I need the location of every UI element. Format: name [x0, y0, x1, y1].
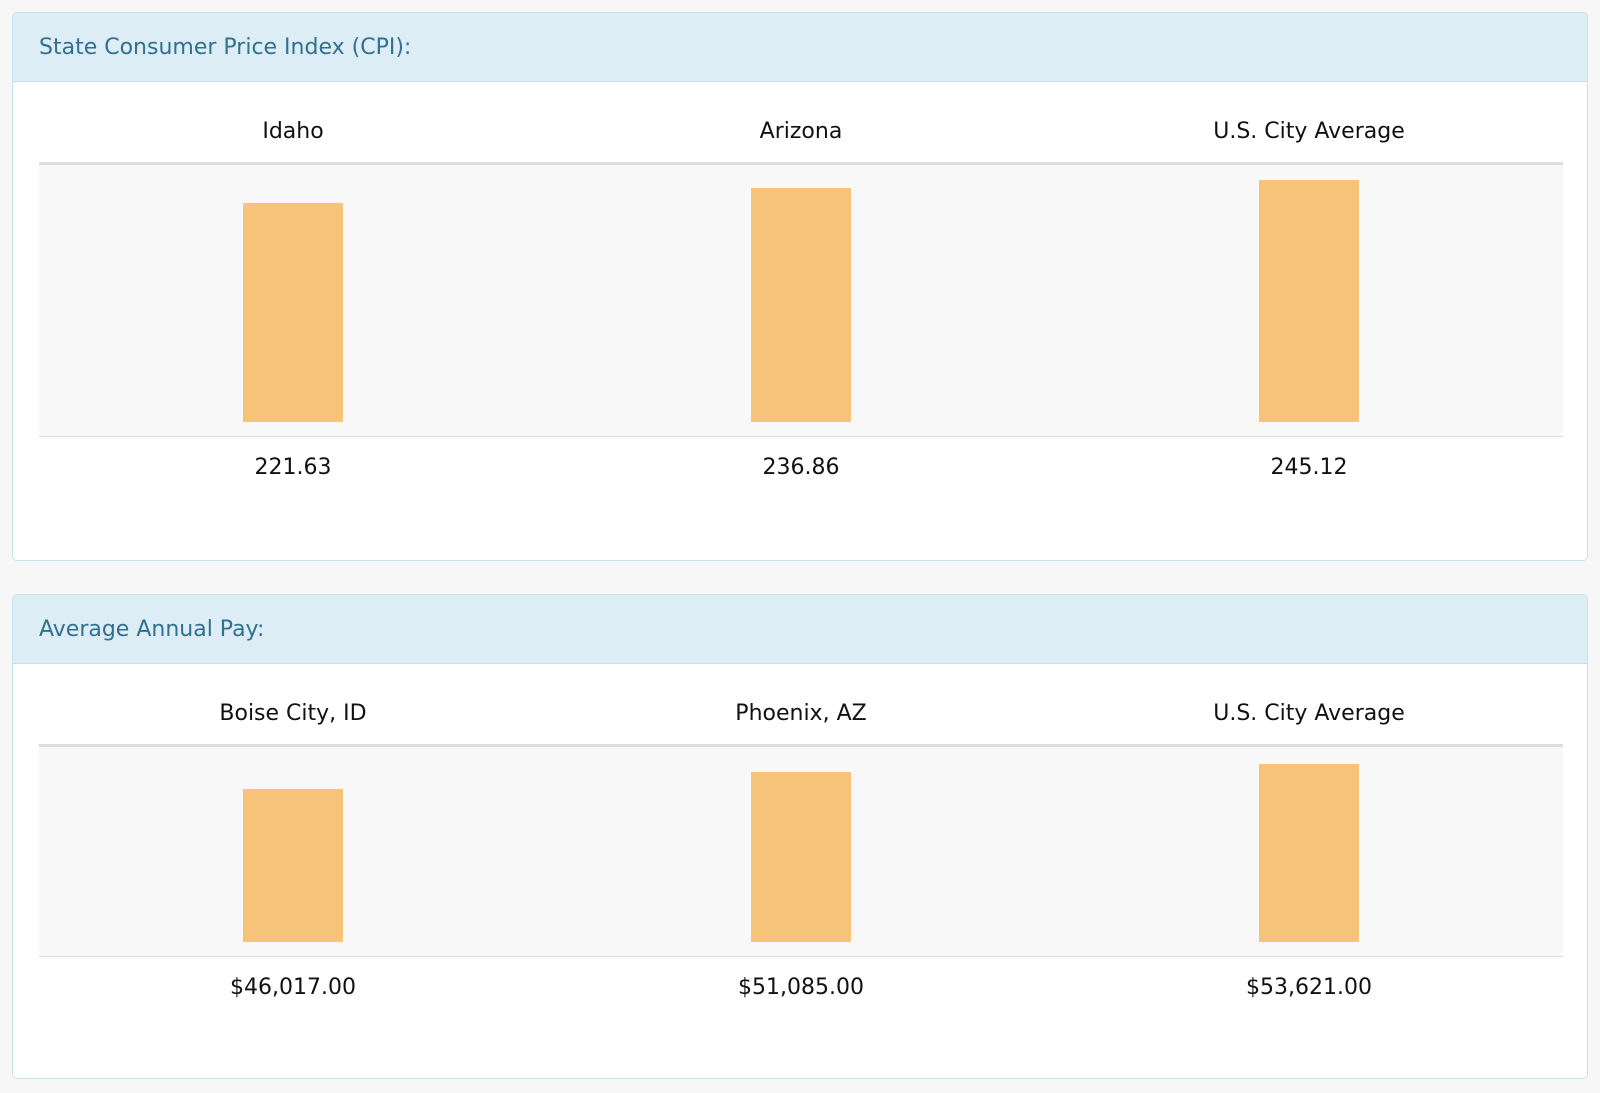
- plot-area: [39, 747, 1563, 957]
- category-label: U.S. City Average: [1213, 701, 1405, 726]
- category-labels: Boise City, ID Phoenix, AZ U.S. City Ave…: [39, 685, 1563, 747]
- panel-title: Average Annual Pay:: [13, 595, 1587, 664]
- value-labels: 221.63 236.86 245.12: [39, 437, 1563, 497]
- panel-title: State Consumer Price Index (CPI):: [13, 13, 1587, 82]
- value-label: 236.86: [762, 455, 840, 480]
- category-label: Phoenix, AZ: [735, 701, 867, 726]
- value-label: $53,621.00: [1246, 975, 1372, 1000]
- category-labels: Idaho Arizona U.S. City Average: [39, 103, 1563, 165]
- cpi-chart: Idaho Arizona U.S. City Average 221.63 2…: [39, 103, 1563, 497]
- bar: [243, 203, 343, 422]
- value-label: $46,017.00: [230, 975, 356, 1000]
- bar: [1259, 180, 1359, 422]
- category-label: Boise City, ID: [219, 701, 367, 726]
- bar: [751, 188, 851, 422]
- pay-panel: Average Annual Pay: Boise City, ID Phoen…: [12, 594, 1588, 1079]
- value-labels: $46,017.00 $51,085.00 $53,621.00: [39, 957, 1563, 1017]
- category-label: Arizona: [759, 119, 843, 144]
- value-label: 221.63: [254, 455, 332, 480]
- category-label: Idaho: [262, 119, 324, 144]
- bar: [1259, 764, 1359, 942]
- bar: [243, 789, 343, 942]
- value-label: $51,085.00: [738, 975, 864, 1000]
- bar: [751, 772, 851, 942]
- value-label: 245.12: [1270, 455, 1348, 480]
- pay-chart: Boise City, ID Phoenix, AZ U.S. City Ave…: [39, 685, 1563, 1017]
- category-label: U.S. City Average: [1213, 119, 1405, 144]
- cpi-panel: State Consumer Price Index (CPI): Idaho …: [12, 12, 1588, 561]
- plot-area: [39, 165, 1563, 437]
